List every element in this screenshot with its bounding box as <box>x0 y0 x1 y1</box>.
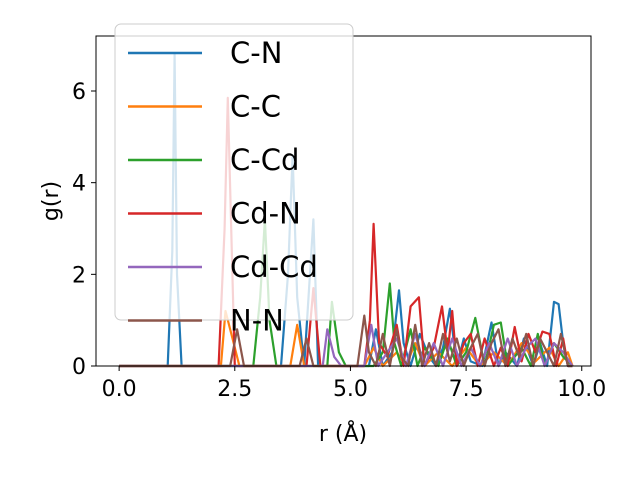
x-axis: 0.0 2.5 5.0 7.5 10.0 <box>102 366 606 402</box>
legend-label-cd-n: Cd-N <box>230 197 301 231</box>
legend-box <box>114 23 354 321</box>
y-tick-label: 2 <box>72 263 86 288</box>
x-tick-label: 0.0 <box>102 377 137 402</box>
legend-label-n-n: N-N <box>230 304 284 338</box>
y-tick-label: 0 <box>72 355 86 380</box>
legend-label-c-c: C-C <box>230 90 281 124</box>
x-tick-label: 7.5 <box>449 377 484 402</box>
legend-label-cd-cd: Cd-Cd <box>230 250 318 284</box>
x-tick-label: 5.0 <box>333 377 368 402</box>
x-axis-label: r (Å) <box>319 420 367 447</box>
legend-label-c-n: C-N <box>230 36 282 70</box>
y-axis: 0 2 4 6 <box>72 80 96 380</box>
y-tick-label: 4 <box>72 172 86 197</box>
y-axis-label: g(r) <box>39 181 64 221</box>
y-tick-label: 6 <box>72 80 86 105</box>
x-tick-label: 2.5 <box>217 377 252 402</box>
legend-label-c-cd: C-Cd <box>230 143 299 177</box>
legend: C-N C-C C-Cd Cd-N Cd-Cd N-N <box>114 23 354 338</box>
x-tick-label: 10.0 <box>557 377 606 402</box>
